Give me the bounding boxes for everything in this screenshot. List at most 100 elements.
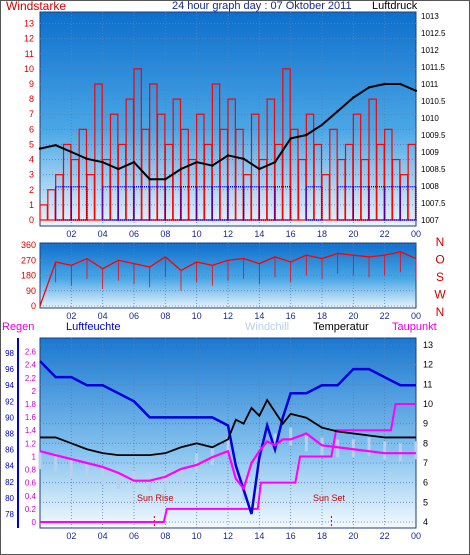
gust-bar [336, 186, 355, 221]
pressure-point [164, 178, 167, 181]
gust-bar [227, 186, 245, 221]
y-tick-label-wind: 10 [24, 64, 34, 74]
left-axis-title: Windstarke [6, 0, 67, 13]
pressure-point [226, 154, 230, 157]
grid [40, 12, 416, 528]
y-tick-label-wind: 0 [29, 215, 34, 225]
pressure-point [414, 89, 418, 93]
x-tick-label: 20 [348, 531, 358, 541]
y-tick-label-direction: 90 [26, 286, 36, 296]
gust-bar [399, 186, 417, 221]
x-tick-label: 00 [411, 311, 421, 321]
x-tick-label: 04 [98, 531, 108, 541]
x-tick-label: 16 [286, 229, 296, 239]
x-tick-label: 22 [380, 311, 390, 321]
pressure-point [367, 86, 371, 89]
y-tick-label-direction: 360 [21, 240, 36, 250]
x-tick-label: 02 [66, 311, 76, 321]
y-tick-label-humidity: 98 [5, 349, 14, 358]
y-tick-label-temperature: 4 [423, 517, 428, 527]
right-axis-title: Luftdruck [372, 0, 418, 12]
y-tick-label-rain: 0.6 [25, 479, 37, 488]
pressure-point [70, 150, 73, 154]
y-tick-label-rain: 0.4 [25, 492, 37, 501]
gust-bar [211, 186, 229, 221]
x-tick-label: 20 [348, 229, 358, 239]
y-tick-label-rain: 1 [32, 452, 37, 461]
x-tick-label: 06 [129, 311, 139, 321]
gust-bar [305, 186, 323, 221]
y-tick-label-pressure: 1009 [421, 148, 439, 157]
y-tick-label-temperature: 13 [423, 340, 433, 350]
pressure-point [352, 96, 355, 99]
x-tick-label: 10 [192, 531, 202, 541]
gust-bar [70, 186, 88, 221]
x-tick-label: 18 [317, 229, 327, 239]
y-tick-label-rain: 0.2 [25, 505, 37, 514]
y-tick-label-wind: 3 [29, 170, 34, 180]
y-tick-label-rain: 1.4 [25, 426, 37, 435]
pressure-point [289, 137, 292, 140]
compass-label: W [434, 288, 446, 302]
legend-windchill: Windchill [245, 321, 290, 333]
wind-bar [94, 83, 103, 221]
y-tick-label-rain: 1.6 [25, 413, 37, 422]
y-tick-label-wind: 1 [29, 200, 34, 210]
x-tick-label: 18 [317, 311, 327, 321]
y-tick-label-humidity: 78 [5, 510, 14, 519]
pressure-point [195, 161, 198, 164]
x-tick-label: 14 [254, 531, 264, 541]
pressure-point [399, 82, 402, 86]
pressure-point [211, 164, 214, 167]
y-tick-label-temperature: 6 [423, 478, 428, 488]
pressure-point [85, 157, 89, 160]
gust-bar [54, 186, 73, 221]
y-tick-label-temperature: 9 [423, 419, 428, 429]
x-tick-label: 10 [192, 311, 202, 321]
pressure-point [336, 110, 339, 113]
x-tick-label: 20 [348, 311, 358, 321]
y-tick-label-wind: 2 [29, 185, 34, 195]
y-tick-label-pressure: 1012 [421, 46, 439, 55]
y-tick-label-rain: 2.4 [25, 361, 37, 370]
x-tick-label: 12 [223, 229, 233, 239]
y-tick-label-wind: 9 [29, 79, 34, 89]
gust-bar [117, 186, 135, 221]
x-tick-label: 16 [286, 311, 296, 321]
x-tick-label: 06 [129, 531, 139, 541]
pressure-point [179, 167, 183, 171]
pressure-point [148, 178, 151, 181]
pressure-point [320, 123, 324, 127]
x-tick-label: 00 [411, 531, 421, 541]
compass-label: N [436, 305, 445, 319]
gust-bar [368, 186, 386, 221]
temperature-line [40, 398, 416, 457]
compass-label: S [436, 270, 444, 284]
pressure-point [383, 82, 386, 86]
pressure-point [305, 133, 308, 137]
x-tick-label: 14 [254, 229, 264, 239]
dewpoint-line [39, 432, 416, 491]
y-tick-label-humidity: 86 [5, 446, 14, 455]
x-tick-label: 04 [98, 311, 108, 321]
y-tick-label-pressure: 1007.5 [421, 199, 446, 208]
y-tick-label-humidity: 88 [5, 430, 14, 439]
y-tick-label-direction: 180 [21, 271, 36, 281]
wind-bar [407, 143, 417, 221]
x-tick-label: 00 [411, 229, 421, 239]
y-tick-label-rain: 1.8 [25, 400, 37, 409]
y-tick-label-wind: 5 [29, 139, 34, 149]
y-tick-label-temperature: 11 [423, 379, 432, 389]
gust-bar [101, 186, 120, 221]
gust-bar [195, 186, 214, 221]
y-tick-label-pressure: 1012.5 [421, 29, 446, 38]
y-tick-label-humidity: 82 [5, 478, 14, 487]
y-tick-label-pressure: 1010.5 [421, 97, 446, 106]
x-tick-label: 08 [160, 229, 170, 239]
y-tick-label-humidity: 84 [5, 462, 14, 471]
y-tick-label-rain: 1.2 [25, 439, 37, 448]
y-tick-label-wind: 8 [29, 94, 34, 104]
gust-bar [148, 186, 167, 221]
chart-title: 24 hour graph day : 07 Oktober 2011 [172, 0, 352, 12]
